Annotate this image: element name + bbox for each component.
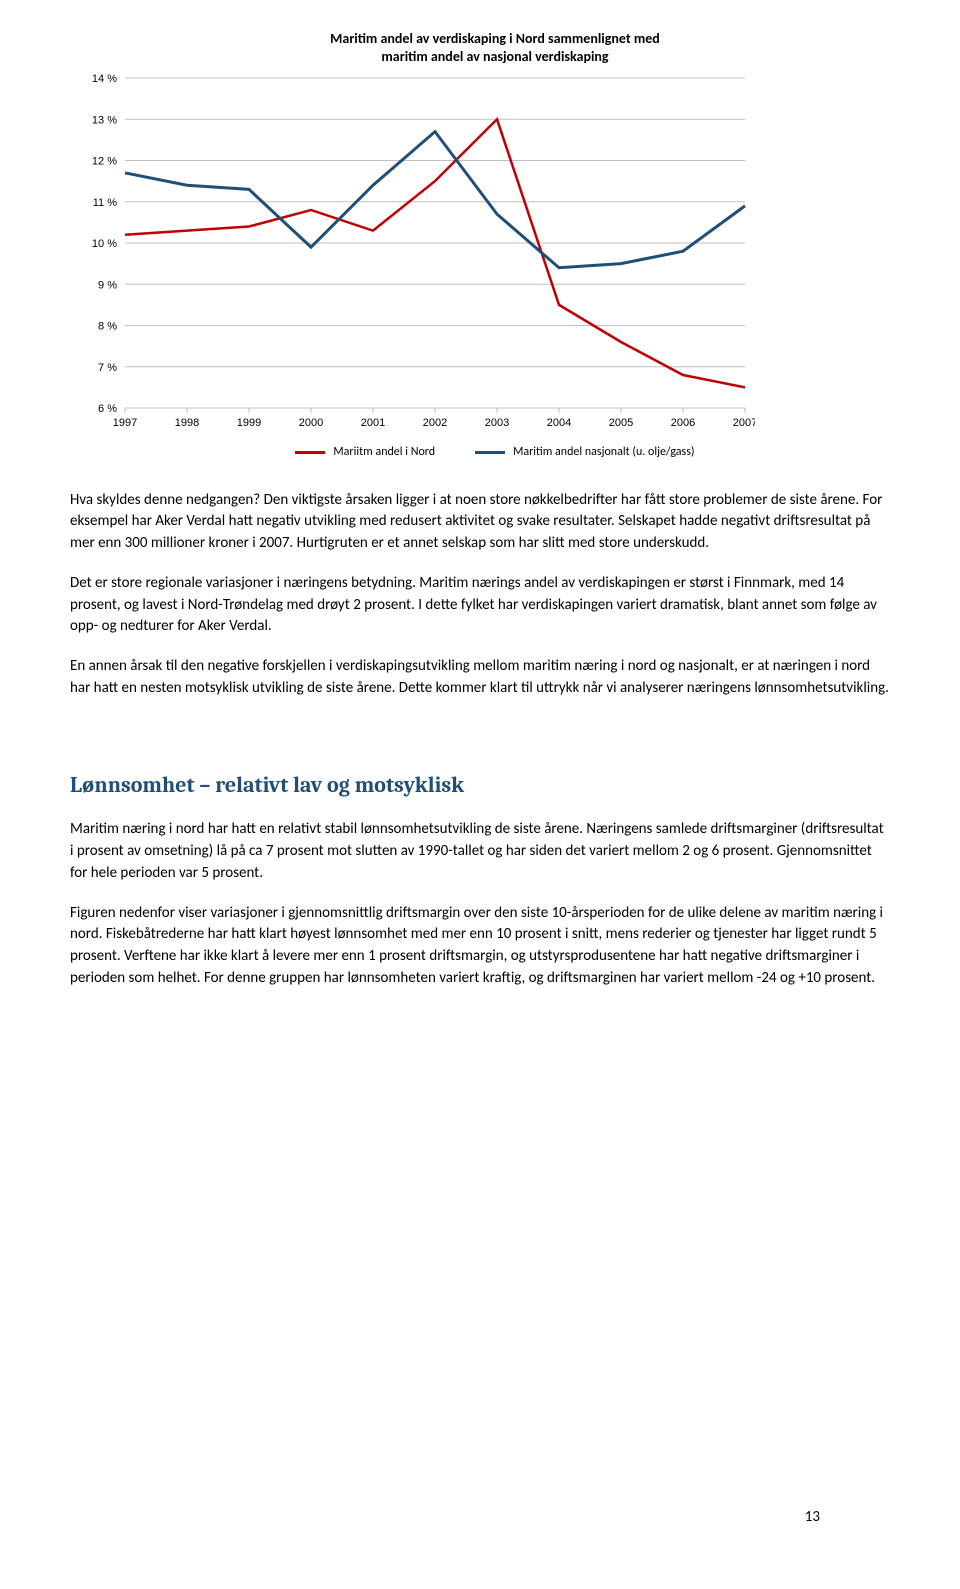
svg-text:1997: 1997 (113, 417, 137, 429)
svg-text:2003: 2003 (485, 417, 509, 429)
legend-label-nasjonalt: Maritim andel nasjonalt (u. olje/gass) (513, 444, 694, 461)
legend-swatch-nasjonalt (475, 451, 505, 454)
paragraph-3: En annen årsak til den negative forskjel… (70, 656, 890, 700)
chart-title-line2: maritim andel av nasjonal verdiskaping (381, 48, 608, 65)
svg-text:2004: 2004 (547, 417, 571, 429)
legend-item-nord: Mariitm andel i Nord (295, 444, 435, 461)
svg-text:2002: 2002 (423, 417, 447, 429)
chart-title: Maritim andel av verdiskaping i Nord sam… (100, 30, 890, 66)
svg-text:1998: 1998 (175, 417, 199, 429)
svg-text:2001: 2001 (361, 417, 385, 429)
chart-title-line1: Maritim andel av verdiskaping i Nord sam… (330, 30, 660, 47)
svg-text:8 %: 8 % (98, 321, 117, 333)
svg-text:2005: 2005 (609, 417, 633, 429)
paragraph-1: Hva skyldes denne nedgangen? Den viktigs… (70, 490, 890, 555)
svg-text:2000: 2000 (299, 417, 323, 429)
section-heading: Lønnsomhet – relativt lav og motsyklisk (70, 770, 890, 802)
line-chart-svg: 6 % 7 % 8 % 9 % 10 % 11 % 12 % 13 % 14 % 1997 1998… (70, 72, 755, 432)
legend-label-nord: Mariitm andel i Nord (333, 444, 435, 461)
svg-text:13 %: 13 % (92, 115, 117, 127)
svg-text:10 %: 10 % (92, 238, 117, 250)
legend-swatch-nord (295, 451, 325, 454)
chart-legend: Mariitm andel i Nord Maritim andel nasjo… (100, 444, 890, 461)
chart-plot: 6 % 7 % 8 % 9 % 10 % 11 % 12 % 13 % 14 % 1997 1998… (70, 72, 890, 440)
chart-region: Maritim andel av verdiskaping i Nord sam… (70, 30, 890, 462)
svg-text:2007: 2007 (733, 417, 755, 429)
page-number: 13 (805, 1507, 820, 1529)
paragraph-4: Maritim næring i nord har hatt en relati… (70, 819, 890, 884)
svg-text:1999: 1999 (237, 417, 261, 429)
legend-item-nasjonalt: Maritim andel nasjonalt (u. olje/gass) (475, 444, 694, 461)
paragraph-2: Det er store regionale variasjoner i nær… (70, 573, 890, 638)
svg-text:9 %: 9 % (98, 280, 117, 292)
svg-text:2006: 2006 (671, 417, 695, 429)
svg-text:6 %: 6 % (98, 403, 117, 415)
svg-text:7 %: 7 % (98, 362, 117, 374)
svg-text:12 %: 12 % (92, 156, 117, 168)
paragraph-5: Figuren nedenfor viser variasjoner i gje… (70, 903, 890, 990)
svg-text:11 %: 11 % (93, 197, 117, 209)
svg-text:14 %: 14 % (92, 73, 117, 85)
